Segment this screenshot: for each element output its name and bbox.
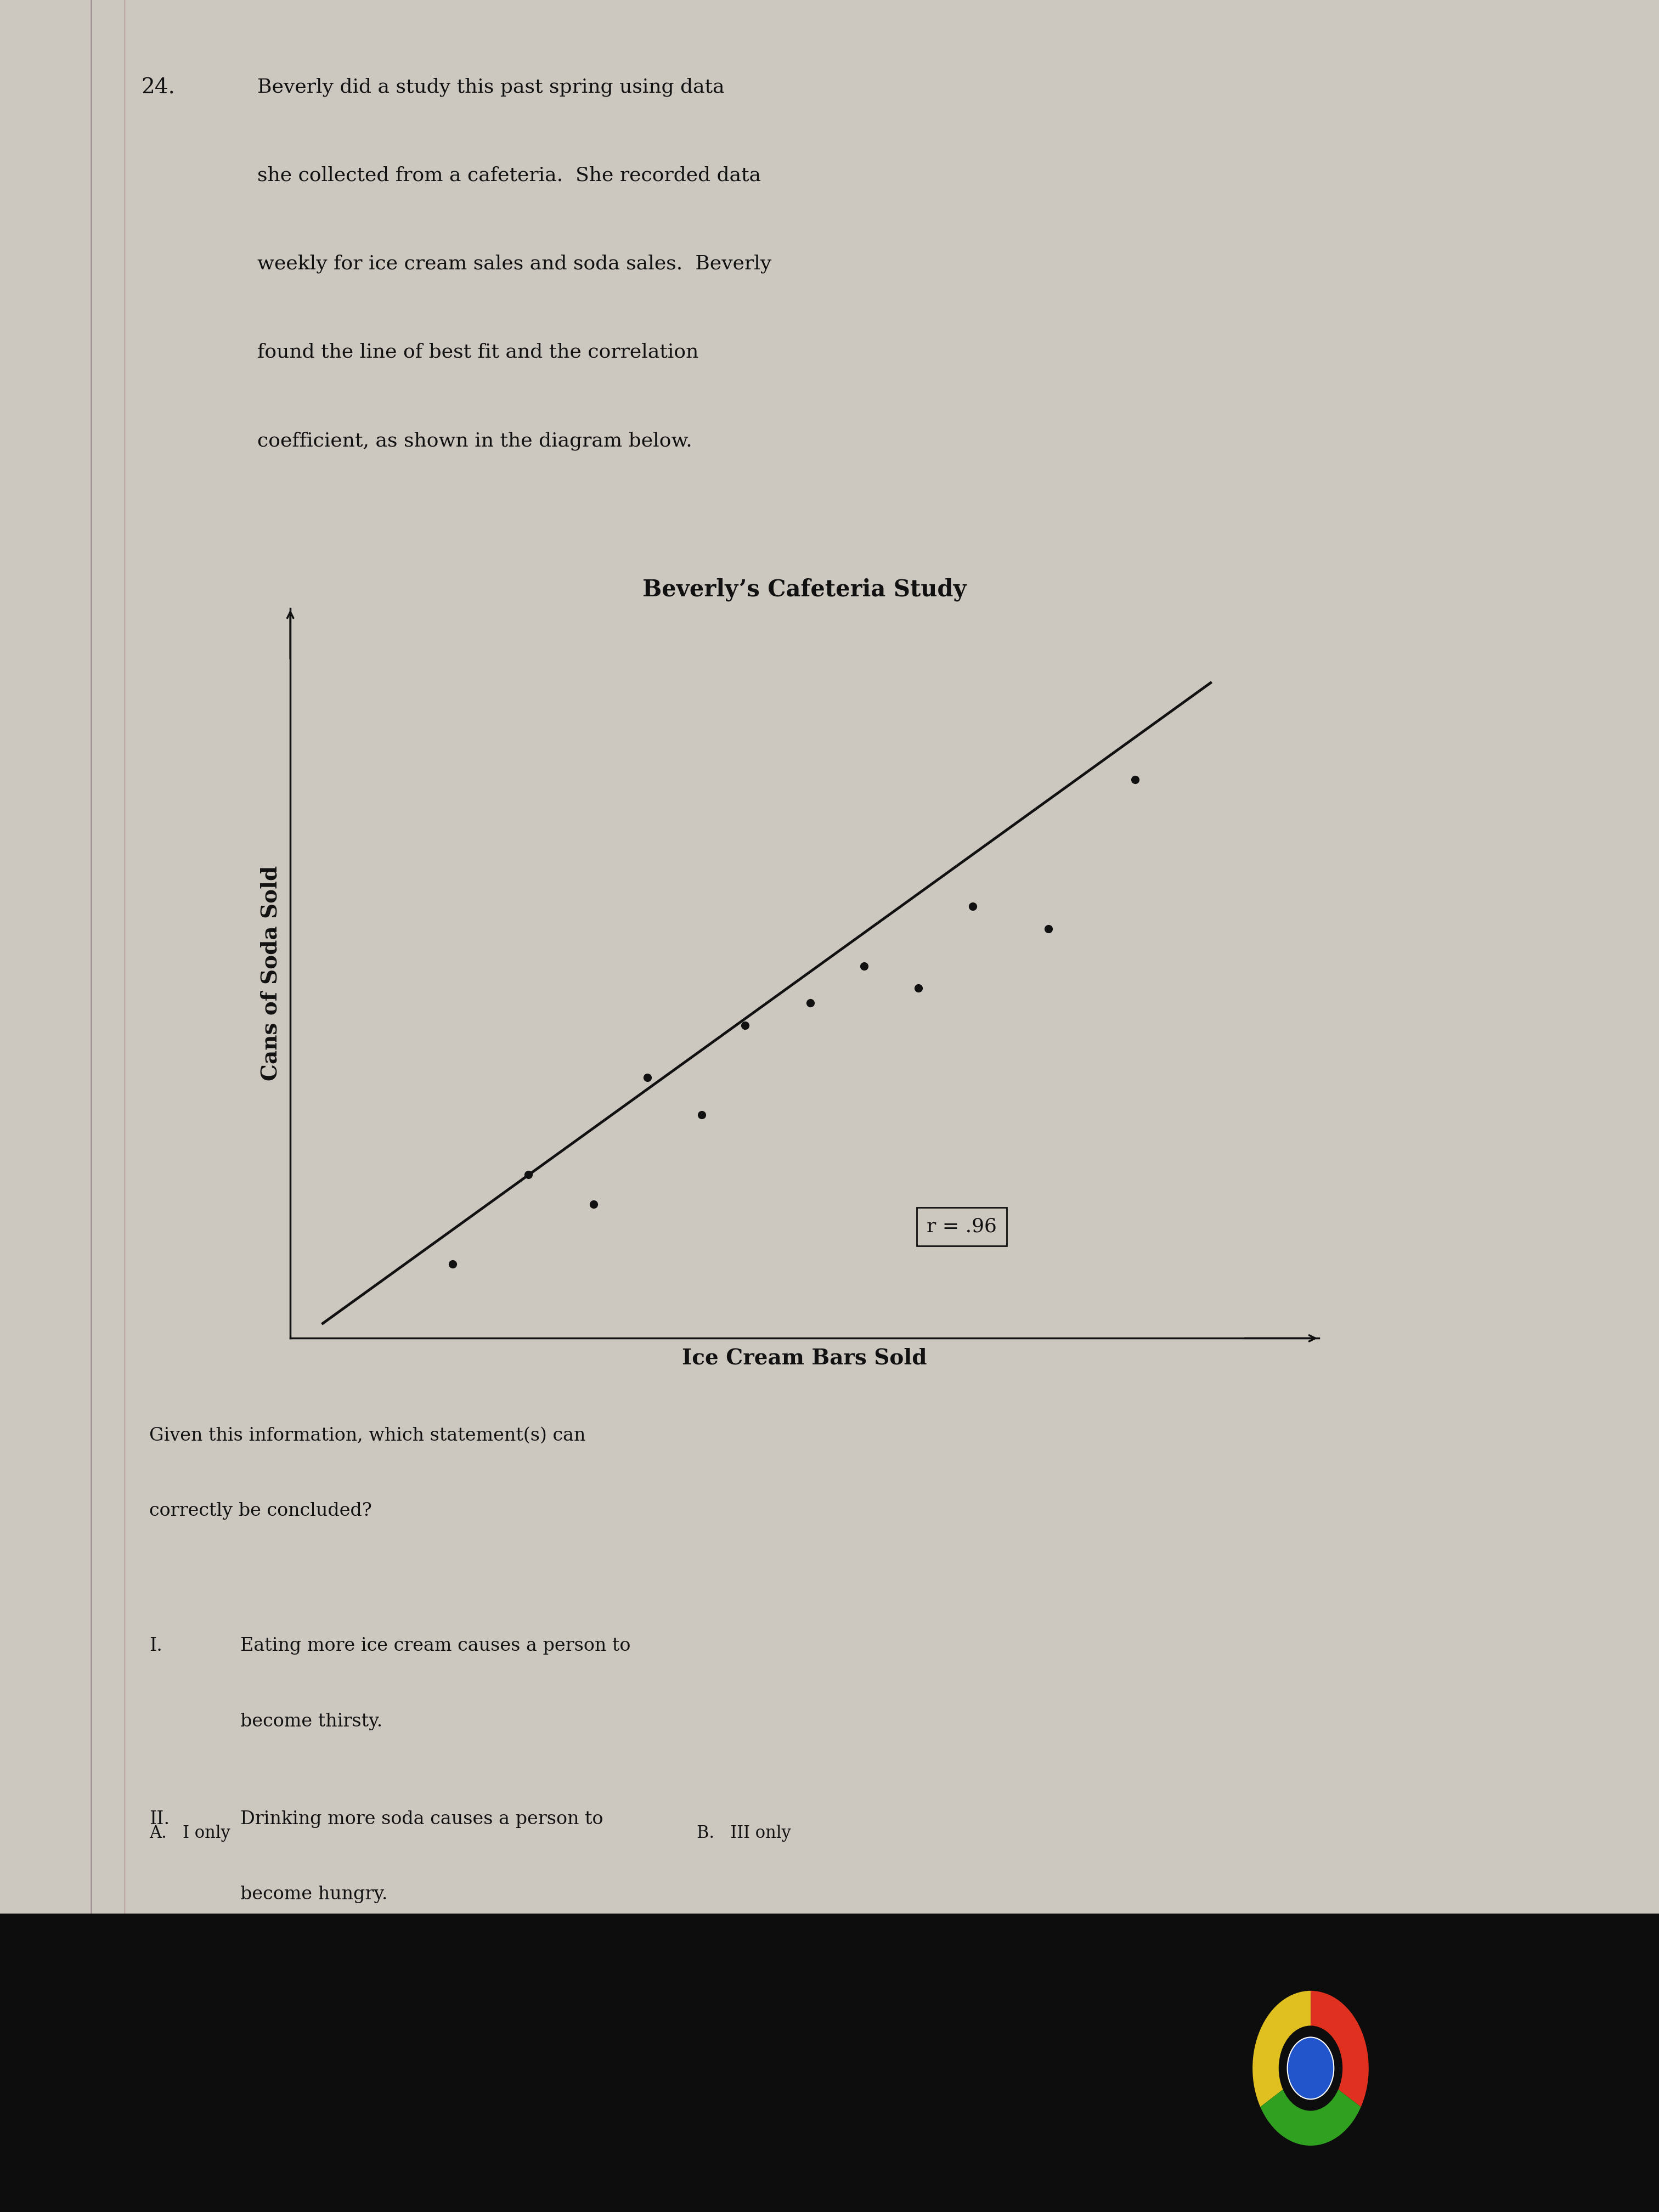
- Point: [851, 949, 878, 984]
- Bar: [0, 1913, 1659, 2212]
- X-axis label: Ice Cream Bars Sold: Ice Cream Bars Sold: [682, 1347, 927, 1369]
- Text: weekly for ice cream sales and soda sales.  Beverly: weekly for ice cream sales and soda sale…: [257, 254, 771, 274]
- Text: II.: II.: [149, 1809, 169, 1827]
- Wedge shape: [1253, 1991, 1311, 2106]
- Text: cream sales and soda sales.: cream sales and soda sales.: [241, 2059, 498, 2077]
- Text: become thirsty.: become thirsty.: [241, 1712, 383, 1730]
- Text: become hungry.: become hungry.: [241, 1885, 388, 1902]
- Text: she collected from a cafeteria.  She recorded data: she collected from a cafeteria. She reco…: [257, 166, 761, 184]
- Text: A.   I only: A. I only: [149, 1825, 231, 1843]
- Text: Eating more ice cream causes a person to: Eating more ice cream causes a person to: [241, 1637, 630, 1655]
- Text: Drinking more soda causes a person to: Drinking more soda causes a person to: [241, 1809, 604, 1827]
- Text: coefficient, as shown in the diagram below.: coefficient, as shown in the diagram bel…: [257, 431, 692, 451]
- Text: B.   III only: B. III only: [697, 1825, 791, 1843]
- Point: [959, 889, 985, 925]
- Point: [581, 1186, 607, 1221]
- Point: [634, 1060, 660, 1095]
- Point: [688, 1097, 715, 1133]
- Text: found the line of best fit and the correlation: found the line of best fit and the corre…: [257, 343, 698, 361]
- Text: Beverly did a study this past spring using data: Beverly did a study this past spring usi…: [257, 77, 725, 97]
- Point: [796, 984, 823, 1020]
- Text: correctly be concluded?: correctly be concluded?: [149, 1502, 372, 1520]
- Point: [516, 1157, 542, 1192]
- Text: There is a strong correlation between ice: There is a strong correlation between ic…: [241, 1984, 625, 2002]
- Point: [440, 1245, 466, 1281]
- Circle shape: [1287, 2037, 1334, 2099]
- Title: Beverly’s Cafeteria Study: Beverly’s Cafeteria Study: [642, 577, 967, 602]
- Point: [732, 1009, 758, 1044]
- Point: [1035, 911, 1062, 947]
- Bar: [0, 0, 1659, 1924]
- Point: [906, 971, 932, 1006]
- Text: III.: III.: [149, 1984, 178, 2002]
- Text: r = .96: r = .96: [926, 1217, 997, 1237]
- Text: Given this information, which statement(s) can: Given this information, which statement(…: [149, 1427, 586, 1444]
- Text: I.: I.: [149, 1637, 163, 1655]
- Wedge shape: [1311, 1991, 1369, 2106]
- Wedge shape: [1261, 2090, 1360, 2146]
- Text: 24.: 24.: [141, 77, 174, 97]
- Point: [1121, 761, 1148, 796]
- Y-axis label: Cans of Soda Sold: Cans of Soda Sold: [260, 865, 280, 1082]
